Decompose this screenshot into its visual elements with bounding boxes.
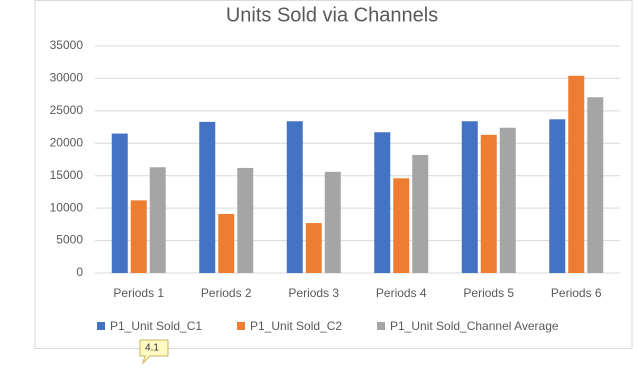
y-tick-label: 30000 [50, 71, 84, 85]
x-tick-label: Periods 6 [551, 286, 602, 300]
annotation-callout: 4.1 [139, 339, 169, 365]
legend-swatch [237, 322, 245, 330]
y-tick-label: 0 [76, 265, 83, 279]
x-tick-label: Periods 4 [376, 286, 427, 300]
y-tick-label: 20000 [50, 135, 84, 149]
x-tick-label: Periods 2 [201, 286, 252, 300]
bar [549, 119, 566, 273]
bar [393, 178, 410, 273]
x-tick-label: Periods 3 [288, 286, 339, 300]
bar [374, 132, 391, 273]
bar [305, 223, 322, 273]
bar [461, 121, 478, 273]
legend-label: P1_Unit Sold_C1 [110, 319, 202, 333]
y-tick-label: 10000 [50, 200, 84, 214]
bar [324, 171, 341, 273]
legend-swatch [97, 322, 105, 330]
bar [199, 121, 216, 273]
legend-swatch [377, 322, 385, 330]
callout-text: 4.1 [145, 343, 159, 354]
bar [587, 97, 604, 273]
bar [499, 127, 516, 273]
y-tick-label: 5000 [56, 233, 83, 247]
bar [286, 121, 303, 273]
y-tick-label: 25000 [50, 103, 84, 117]
bar [218, 213, 235, 273]
legend-label: P1_Unit Sold_C2 [250, 319, 342, 333]
chart-title: Units Sold via Channels [226, 4, 438, 26]
bar [149, 167, 166, 273]
x-tick-label: Periods 1 [113, 286, 164, 300]
bar [237, 167, 254, 273]
bar [130, 200, 147, 273]
y-tick-label: 35000 [50, 38, 84, 52]
bar [568, 75, 585, 273]
bar [480, 134, 497, 273]
bar [111, 133, 128, 273]
legend-label: P1_Unit Sold_Channel Average [390, 319, 559, 333]
bar [412, 154, 429, 273]
x-tick-label: Periods 5 [463, 286, 514, 300]
y-tick-label: 15000 [50, 168, 84, 182]
callout-box [139, 339, 169, 365]
